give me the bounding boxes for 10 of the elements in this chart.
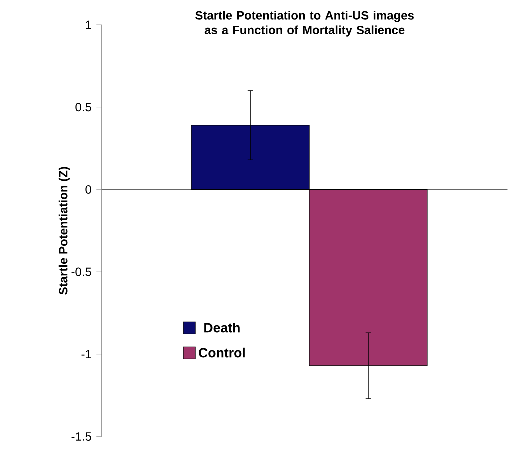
- legend-label: Death: [204, 323, 240, 333]
- y-tick-label: -1.5: [72, 432, 92, 442]
- y-axis-title: Startle Potentiation (Z): [58, 167, 70, 295]
- y-tick-label: -0.5: [72, 268, 92, 276]
- y-tick-label: 0.5: [76, 103, 92, 112]
- y-tick-label: 1: [86, 20, 92, 30]
- legend-label: Control: [199, 348, 245, 358]
- y-tick-label: 0: [86, 186, 92, 194]
- chart-title: Startle Potentiation to Anti-US images as a Function of Mortality Salience: [196, 11, 414, 37]
- y-tick-label: -1: [82, 350, 92, 359]
